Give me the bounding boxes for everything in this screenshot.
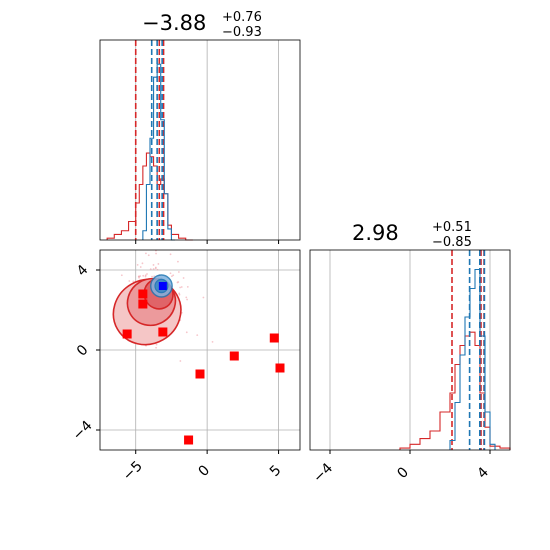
joint-sample-point	[172, 274, 175, 277]
joint-sample-point	[138, 276, 140, 279]
joint-sample-point	[186, 298, 188, 301]
joint-sample-point	[155, 346, 157, 349]
hist-x-series-1	[142, 63, 175, 241]
joint-red-marker-4	[195, 369, 205, 379]
joint-sample-point	[152, 264, 155, 266]
joint-sample-point	[176, 281, 179, 284]
joint-sample-point	[120, 274, 123, 277]
joint-sample-point	[182, 277, 185, 279]
joint-sample-point	[178, 293, 181, 296]
joint-sample-point	[196, 334, 199, 337]
hist-y-series-1	[449, 268, 496, 450]
joint-red-marker-2	[138, 289, 148, 299]
joint-sample-point	[202, 296, 205, 299]
joint-truth-marker	[158, 282, 167, 290]
joint-sample-point	[179, 360, 182, 362]
joint-sample-point	[155, 252, 157, 255]
joint-sample-point	[156, 268, 159, 271]
hist-y-title: 2.98 +0.51−0.85	[352, 220, 472, 250]
joint-red-marker-7	[275, 363, 285, 373]
joint-sample-point	[211, 340, 214, 343]
hist-y-title-minus: −0.85	[432, 235, 472, 250]
hist-x-frame	[99, 39, 301, 241]
joint-sample-point	[144, 275, 147, 278]
hist-y-title-plus: +0.51	[432, 220, 472, 235]
joint-sample-point	[141, 262, 144, 265]
joint-red-marker-5	[229, 351, 239, 361]
joint-sample-point	[152, 268, 155, 270]
hist-y-title-median: 2.98	[352, 221, 399, 245]
hist-y-tick-label: 4	[474, 464, 492, 482]
joint-sample-point	[147, 254, 150, 257]
joint-y-tick-label: 4	[74, 262, 92, 280]
joint-sample-point	[128, 280, 131, 282]
joint-sample-point	[145, 252, 147, 255]
joint-sample-point	[142, 274, 145, 277]
hist-y-tick-label: 0	[394, 464, 412, 482]
joint-sample-point	[169, 253, 172, 256]
joint-sample-point	[136, 264, 139, 266]
joint-x-tick-label: 0	[196, 462, 214, 480]
joint-red-marker-6	[269, 333, 279, 343]
joint-red-marker-8	[184, 435, 194, 445]
joint-sample-point	[171, 275, 173, 278]
joint-y-tick-label: 0	[74, 342, 92, 360]
joint-y-tick-label: −4	[70, 418, 96, 444]
joint-sample-point	[180, 286, 183, 288]
joint-sample-point	[157, 263, 160, 265]
joint-sample-point	[179, 286, 182, 289]
joint-sample-point	[186, 285, 189, 288]
joint-sample-point	[177, 271, 180, 273]
joint-red-marker-1	[138, 299, 148, 309]
joint-sample-point	[155, 343, 158, 346]
joint-sample-point	[169, 272, 172, 275]
hist-x-title: −3.88 +0.76−0.93	[142, 10, 262, 40]
joint-sample-point	[177, 260, 179, 263]
joint-red-marker-3	[158, 327, 168, 337]
hist-x-title-plus: +0.76	[222, 10, 262, 25]
joint-x-tick-label: 5	[267, 462, 285, 480]
hist-y-tick-label: −4	[310, 460, 336, 486]
joint-sample-point	[185, 296, 188, 299]
joint-sample-point	[139, 266, 142, 268]
joint-sample-point	[146, 273, 148, 275]
joint-sample-point	[185, 331, 188, 334]
hist-y-series-0	[399, 331, 511, 450]
joint-sample-point	[151, 275, 153, 278]
joint-sample-point	[137, 275, 140, 278]
joint-sample-point	[132, 280, 135, 283]
joint-sample-point	[149, 268, 152, 271]
joint-red-marker-0	[122, 329, 132, 339]
hist-x-title-median: −3.88	[142, 11, 206, 35]
joint-sample-point	[154, 266, 157, 269]
joint-x-tick-label: −5	[120, 458, 146, 484]
joint-sample-point	[178, 292, 181, 295]
hist-x-title-minus: −0.93	[222, 25, 262, 40]
